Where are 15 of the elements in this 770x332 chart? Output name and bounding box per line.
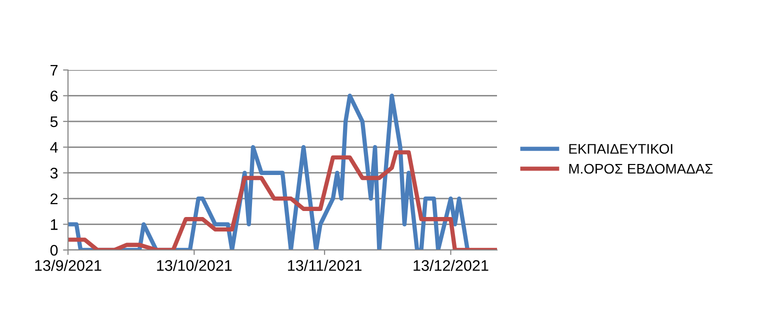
y-tick-label: 1: [50, 219, 58, 230]
y-tick-label: 2: [50, 193, 58, 204]
legend-label: ΕΚΠΑΙΔΕΥΤΙΚΟΙ: [569, 144, 672, 154]
y-tick-label: 5: [50, 116, 58, 128]
y-tick-label: 6: [50, 90, 58, 102]
line-series: [68, 94, 470, 250]
x-tick-label: 13/11/2021: [288, 260, 362, 271]
legend-label: Μ.ΟΡΟΣ ΕΒΔΟΜΑΔΑΣ: [569, 164, 713, 174]
y-tick-label: 7: [50, 65, 58, 76]
y-tick-label: 3: [50, 168, 58, 179]
y-tick-label: 4: [50, 142, 58, 153]
x-tick-label: 13/9/2021: [35, 260, 102, 271]
x-tick-label: 13/10/2021: [157, 260, 232, 271]
y-tick-label: 0: [50, 244, 58, 256]
x-tick-label: 13/12/2021: [414, 260, 488, 271]
